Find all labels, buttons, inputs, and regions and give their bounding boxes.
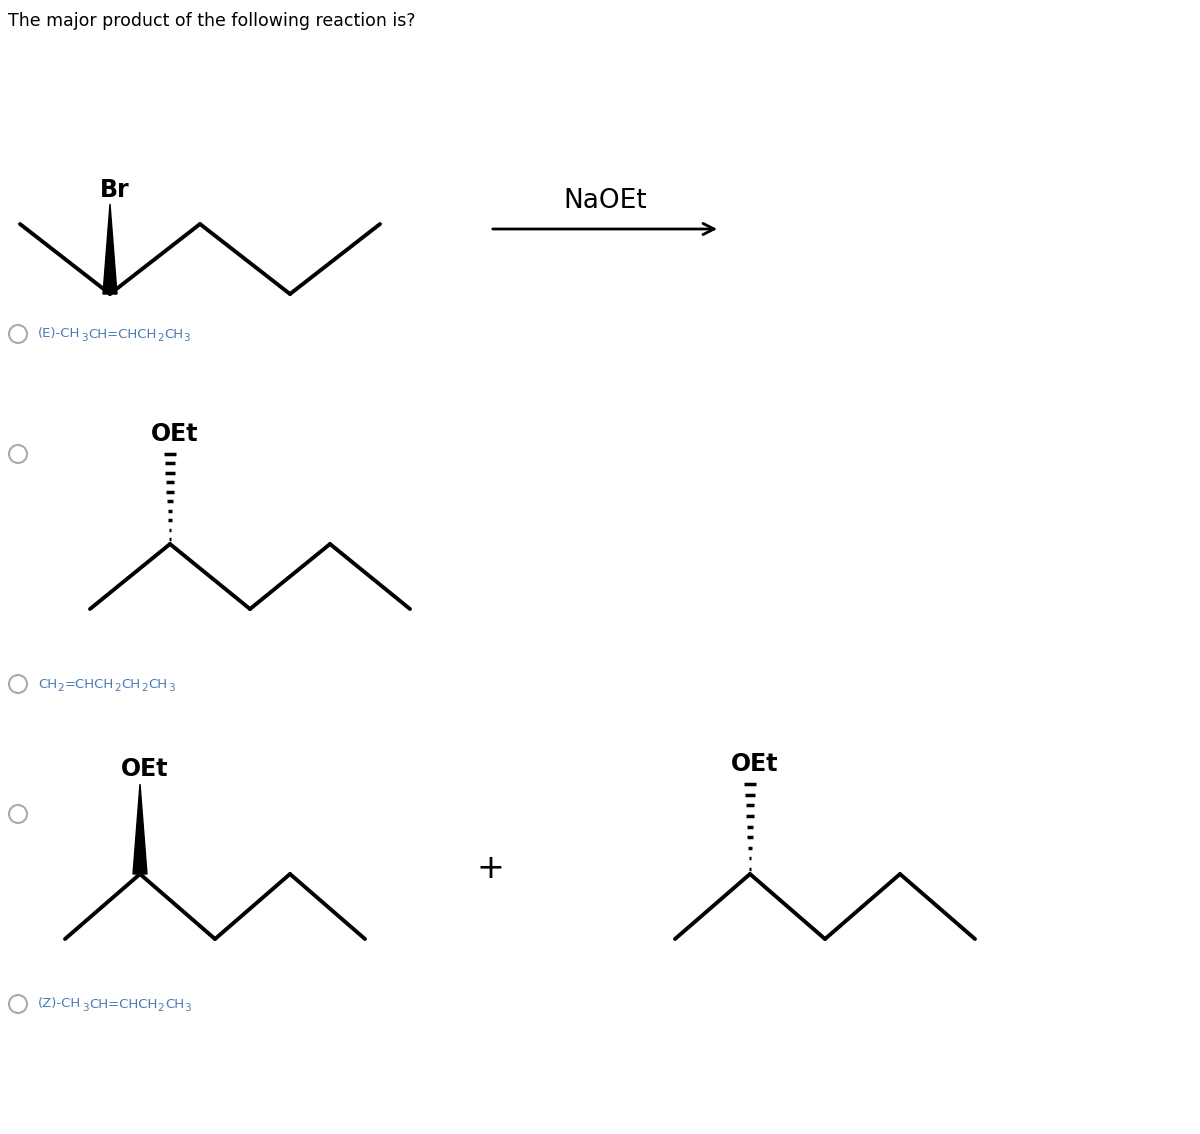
Text: 3: 3 <box>184 333 191 342</box>
Text: (Z)-CH: (Z)-CH <box>38 998 82 1010</box>
Text: =CHCH: =CHCH <box>65 677 114 691</box>
Text: 2: 2 <box>157 1002 164 1013</box>
Polygon shape <box>133 784 148 874</box>
Text: 2: 2 <box>114 683 121 693</box>
Text: CH: CH <box>121 677 140 691</box>
Text: CH: CH <box>149 677 168 691</box>
Text: OEt: OEt <box>151 422 199 446</box>
Text: Br: Br <box>100 178 130 202</box>
Text: 3: 3 <box>82 1002 89 1013</box>
Text: CH=CHCH: CH=CHCH <box>89 998 157 1010</box>
Text: 3: 3 <box>80 333 88 342</box>
Text: NaOEt: NaOEt <box>563 188 647 214</box>
Text: CH: CH <box>38 677 58 691</box>
Text: +: + <box>476 853 504 886</box>
Text: CH: CH <box>164 998 184 1010</box>
Text: 2: 2 <box>58 683 65 693</box>
Text: 2: 2 <box>157 333 163 342</box>
Text: 2: 2 <box>142 683 148 693</box>
Text: CH=CHCH: CH=CHCH <box>88 328 156 340</box>
Text: OEt: OEt <box>731 752 779 776</box>
Text: CH: CH <box>164 328 184 340</box>
Text: 3: 3 <box>185 1002 191 1013</box>
Text: (E)-CH: (E)-CH <box>38 328 80 340</box>
Text: OEt: OEt <box>121 758 169 781</box>
Text: 3: 3 <box>168 683 175 693</box>
Text: The major product of the following reaction is?: The major product of the following react… <box>8 12 415 29</box>
Polygon shape <box>103 204 118 294</box>
